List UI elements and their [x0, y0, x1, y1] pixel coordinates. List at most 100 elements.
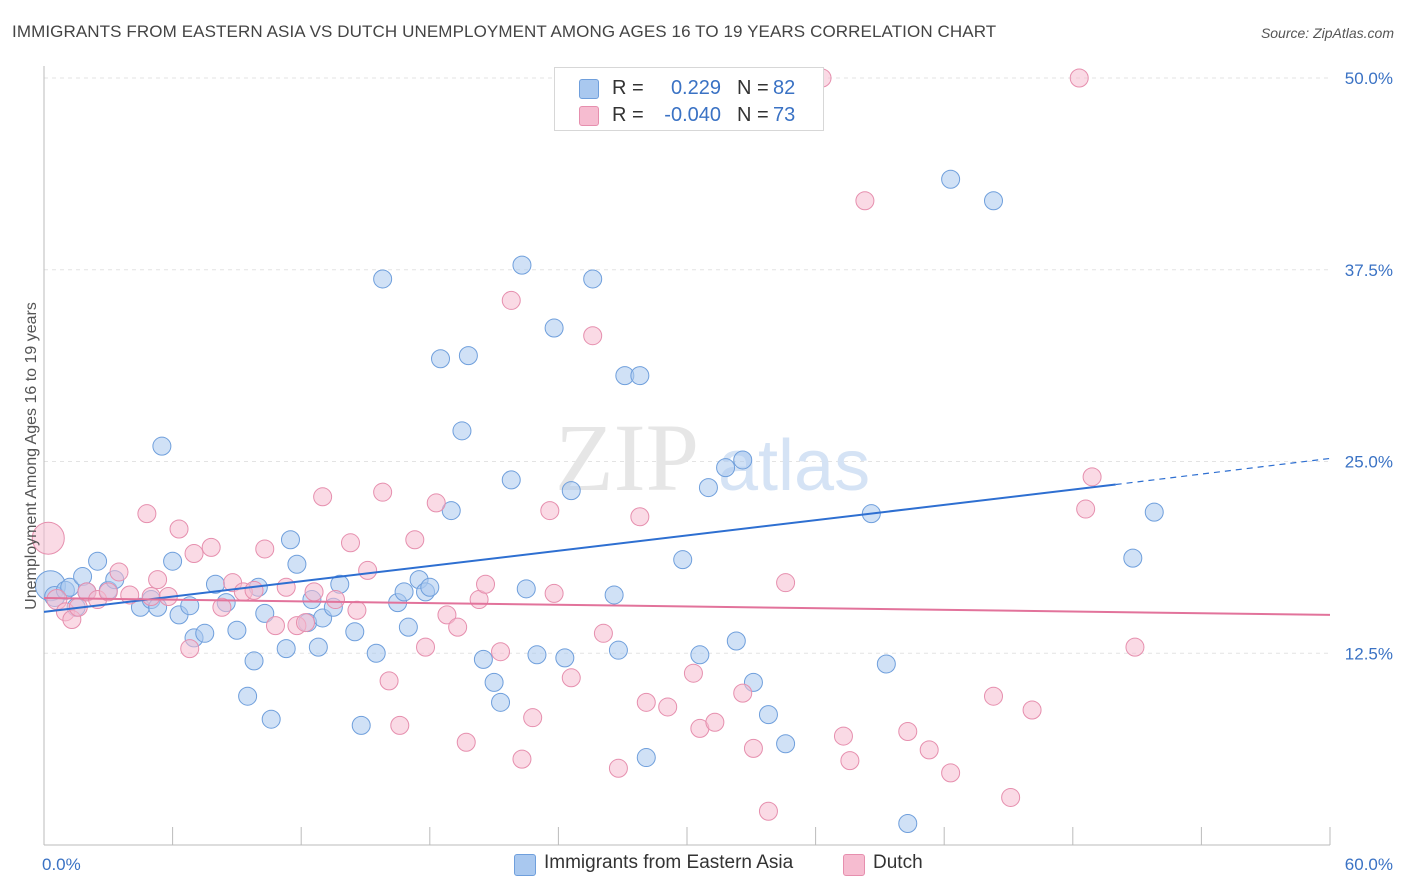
data-point [416, 637, 436, 657]
data-point [501, 290, 521, 310]
pink-swatch [843, 854, 865, 876]
data-point [452, 421, 472, 441]
data-point [743, 738, 763, 758]
data-point [276, 639, 296, 659]
data-point [941, 169, 961, 189]
data-point [840, 751, 860, 771]
data-point [630, 366, 650, 386]
n-label: N = [737, 77, 769, 99]
x-tick-label: 0.0% [42, 855, 81, 874]
r-value: 0.229 [670, 77, 721, 99]
n-value: 82 [773, 77, 796, 99]
data-point [898, 721, 918, 741]
data-point [276, 577, 296, 597]
data-point [658, 697, 678, 717]
data-point [593, 623, 613, 643]
data-point [876, 654, 896, 674]
data-point [1123, 548, 1143, 568]
data-point [473, 649, 493, 669]
data-point [698, 478, 718, 498]
data-point [512, 255, 532, 275]
data-point [351, 715, 371, 735]
data-point [855, 191, 875, 211]
chart-title: IMMIGRANTS FROM EASTERN ASIA VS DUTCH UN… [12, 22, 997, 41]
data-point [313, 487, 333, 507]
data-point [255, 539, 275, 559]
data-point [180, 596, 200, 616]
y-axis-label: Unemployment Among Ages 16 to 19 years [23, 302, 40, 610]
tick-labels: 12.5% 25.0% 37.5% 50.0% 0.0% 60.0% [42, 69, 1393, 874]
data-point [148, 570, 168, 590]
data-point [244, 580, 264, 600]
data-point [431, 349, 451, 369]
data-point [555, 648, 575, 668]
blue-swatch [579, 79, 599, 99]
trend-lines [43, 457, 1331, 616]
data-point [255, 603, 275, 623]
data-point [88, 551, 108, 571]
data-point [683, 663, 703, 683]
data-point [390, 715, 410, 735]
trend-line-dutch [43, 597, 1331, 616]
data-point [180, 639, 200, 659]
data-point [325, 590, 345, 610]
stats-row-blue: R = 0.229 N = 82 [555, 75, 823, 101]
data-point [1144, 502, 1164, 522]
data-point [1076, 499, 1096, 519]
data-point [716, 458, 736, 478]
data-point [373, 482, 393, 502]
data-point [898, 814, 918, 834]
data-point [501, 470, 521, 490]
data-point [1001, 787, 1021, 807]
data-point [491, 692, 511, 712]
data-point [476, 574, 496, 594]
data-point [516, 579, 536, 599]
data-point [608, 640, 628, 660]
data-point [184, 544, 204, 564]
y-tick-label: 12.5% [1345, 644, 1393, 663]
data-point [491, 642, 511, 662]
r-label: R = [612, 77, 644, 99]
data-point [347, 600, 367, 620]
data-point [484, 672, 504, 692]
data-point [604, 585, 624, 605]
data-point [1069, 68, 1089, 88]
stats-row-pink: R = -0.040 N = 73 [555, 102, 823, 128]
data-point [441, 501, 461, 521]
y-tick-label: 37.5% [1345, 261, 1393, 280]
data-point [152, 436, 172, 456]
data-point [636, 748, 656, 768]
r-value: -0.040 [664, 104, 721, 126]
pink-swatch [579, 106, 599, 126]
data-point [636, 692, 656, 712]
blue-swatch [514, 854, 536, 876]
data-point [379, 671, 399, 691]
data-point [512, 749, 532, 769]
data-point [919, 740, 939, 760]
data-point [373, 269, 393, 289]
data-point [212, 597, 232, 617]
x-tick-label: 60.0% [1345, 855, 1393, 874]
data-point [941, 763, 961, 783]
data-point [340, 533, 360, 553]
data-point [458, 346, 478, 366]
data-point [287, 554, 307, 574]
data-point [437, 605, 457, 625]
axes [43, 66, 1331, 846]
data-point [345, 622, 365, 642]
data-point [673, 550, 693, 570]
series-immigrants-points [34, 169, 1164, 834]
data-point [705, 712, 725, 732]
data-point [98, 582, 118, 602]
data-point [527, 645, 547, 665]
n-value: 73 [773, 104, 796, 126]
data-point [583, 326, 603, 346]
data-point [295, 613, 315, 633]
trend-line-immigrants [43, 483, 1116, 613]
data-point [456, 732, 476, 752]
stats-legend: R = 0.229 N = 82 R = -0.040 N = 73 [554, 67, 824, 131]
data-point [758, 705, 778, 725]
data-point [169, 519, 189, 539]
data-point [776, 734, 796, 754]
